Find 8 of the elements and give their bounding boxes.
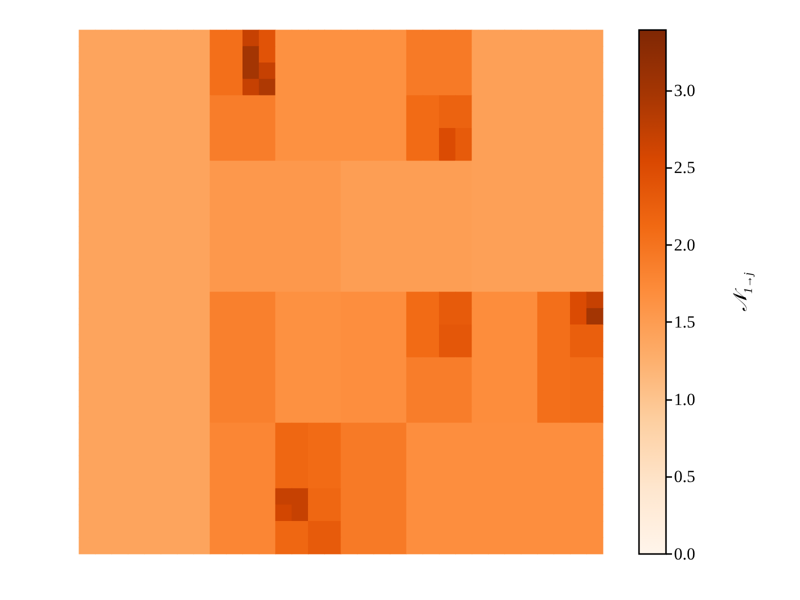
color-bar-label: 1.0 xyxy=(674,390,696,409)
color-bar-label: 2.5 xyxy=(674,158,696,178)
color-bar-label: 2.0 xyxy=(674,235,696,254)
color-bar-label: 3.0 xyxy=(674,80,696,100)
color-bar-label: 0.5 xyxy=(674,467,696,486)
color-bar-label: 0.0 xyxy=(674,544,696,564)
color-bar-title: 𝒩1→j xyxy=(730,272,755,312)
color-bar-label: 1.5 xyxy=(674,312,696,332)
